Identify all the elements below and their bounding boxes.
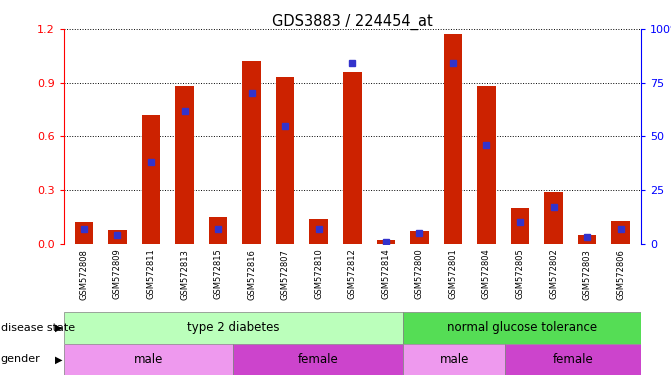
- Bar: [505, 344, 641, 375]
- Text: disease state: disease state: [1, 323, 74, 333]
- Bar: [511, 208, 529, 244]
- Bar: [142, 115, 160, 244]
- Text: female: female: [298, 353, 339, 366]
- Bar: [343, 72, 362, 244]
- Bar: [611, 220, 630, 244]
- Text: GDS3883 / 224454_at: GDS3883 / 224454_at: [272, 13, 433, 30]
- Bar: [477, 86, 496, 244]
- Bar: [74, 222, 93, 244]
- Text: gender: gender: [1, 354, 40, 364]
- Bar: [234, 344, 403, 375]
- Text: normal glucose tolerance: normal glucose tolerance: [447, 321, 597, 334]
- Text: female: female: [552, 353, 593, 366]
- Text: type 2 diabetes: type 2 diabetes: [187, 321, 280, 334]
- Bar: [309, 219, 328, 244]
- Bar: [403, 312, 641, 344]
- Bar: [175, 86, 194, 244]
- Bar: [209, 217, 227, 244]
- Bar: [403, 344, 505, 375]
- Bar: [108, 230, 127, 244]
- Text: ▶: ▶: [55, 354, 62, 364]
- Bar: [578, 235, 597, 244]
- Bar: [242, 61, 261, 244]
- Text: male: male: [440, 353, 469, 366]
- Bar: [410, 231, 429, 244]
- Bar: [376, 240, 395, 244]
- Text: male: male: [134, 353, 163, 366]
- Bar: [64, 312, 403, 344]
- Text: ▶: ▶: [55, 323, 62, 333]
- Bar: [276, 77, 295, 244]
- Bar: [444, 34, 462, 244]
- Bar: [544, 192, 563, 244]
- Bar: [64, 344, 234, 375]
